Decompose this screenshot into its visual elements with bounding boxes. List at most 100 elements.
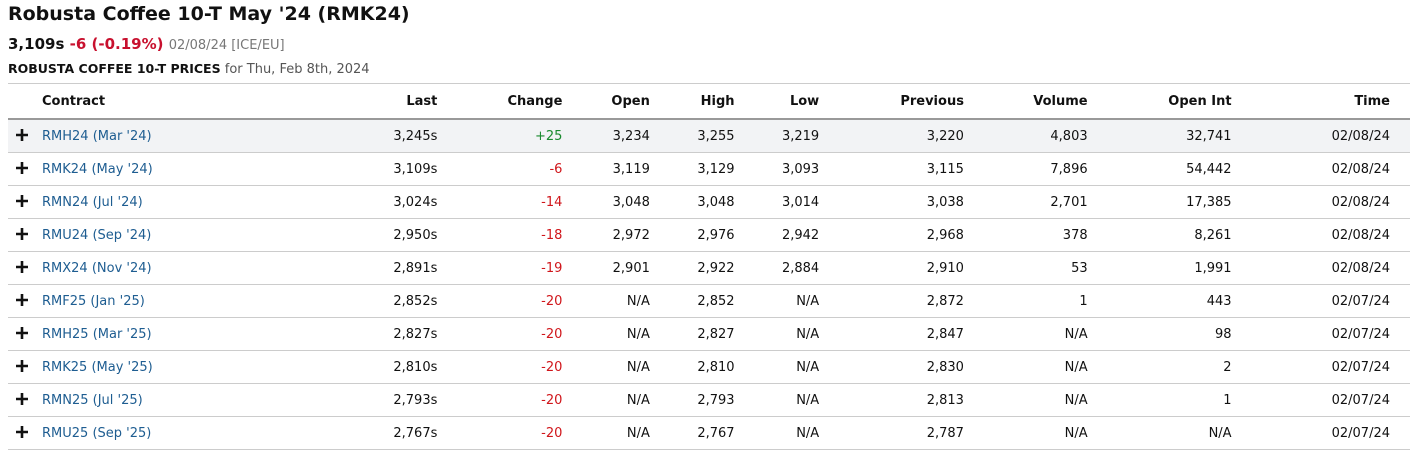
cell: N/A: [963, 383, 1088, 417]
cell-value: N/A: [626, 425, 650, 441]
cell: 378: [963, 218, 1088, 252]
cell: 1: [963, 284, 1088, 318]
change-value: -19: [541, 260, 563, 276]
cell: 3,219: [734, 119, 820, 153]
contract-row: RMX24 (Nov '24) 2,891s -19 2,901 2,922 2,884 2…: [8, 251, 1410, 285]
cell: 3,115: [819, 152, 964, 186]
cell: 2,872: [819, 284, 964, 318]
cell: RMX24 (Nov '24): [8, 251, 338, 285]
contract-row: RMH25 (Mar '25) 2,827s -20 N/A 2,827 N/A 2,847…: [8, 317, 1410, 351]
cell: 2,891s: [337, 251, 438, 285]
subtitle-date: for Thu, Feb 8th, 2024: [224, 62, 370, 77]
cell-value: 7,896: [1050, 161, 1088, 177]
prices-table: Contract Last Change Open High Low Previous Vol…: [8, 83, 1410, 450]
expand-icon[interactable]: [16, 392, 28, 405]
expand-icon[interactable]: [16, 326, 28, 339]
change-value: -20: [541, 425, 563, 441]
cell-value: 3,245s: [393, 128, 438, 144]
cell-value: 1,991: [1194, 260, 1232, 276]
contract-link[interactable]: RMU24 (Sep '24): [42, 227, 152, 243]
cell: 2,910: [819, 251, 964, 285]
contract-row: RMK24 (May '24) 3,109s -6 3,119 3,129 3,093 3,…: [8, 152, 1410, 186]
cell-value: 02/08/24: [1331, 227, 1390, 243]
cell: 02/08/24: [1231, 152, 1410, 186]
expand-icon[interactable]: [16, 425, 28, 438]
header-row: Contract Last Change Open High Low Previous Vol…: [8, 83, 1410, 120]
cell: 3,245s: [337, 119, 438, 153]
cell: N/A: [734, 416, 820, 450]
cell: N/A: [562, 350, 650, 384]
contract-link[interactable]: RMN24 (Jul '24): [42, 194, 143, 210]
cell: 3,093: [734, 152, 820, 186]
cell: N/A: [734, 317, 820, 351]
cell: N/A: [562, 284, 650, 318]
cell: 2,884: [734, 251, 820, 285]
contract-link[interactable]: RMK25 (May '25): [42, 359, 153, 375]
cell-value: 3,038: [926, 194, 964, 210]
contract-link[interactable]: RMK24 (May '24): [42, 161, 153, 177]
expand-icon[interactable]: [16, 293, 28, 306]
cell-value: 1: [1223, 392, 1232, 408]
cell: 2,852: [649, 284, 735, 318]
contract-link[interactable]: RMN25 (Jul '25): [42, 392, 143, 408]
cell-value: 3,115: [926, 161, 964, 177]
cell: 02/08/24: [1231, 251, 1410, 285]
contract-row: RMH24 (Mar '24) 3,245s +25 3,234 3,255 3,219 3…: [8, 119, 1410, 153]
cell: RMH25 (Mar '25): [8, 317, 338, 351]
cell-value: 3,093: [781, 161, 820, 177]
cell-value: N/A: [1064, 392, 1088, 408]
cell-value: 2,968: [926, 227, 964, 243]
cell: 53: [963, 251, 1088, 285]
cell: 2,847: [819, 317, 964, 351]
cell-value: 2,910: [926, 260, 964, 276]
cell-value: 3,119: [612, 161, 650, 177]
expand-icon[interactable]: [16, 194, 28, 207]
cell-value: 2,872: [926, 293, 964, 309]
table-body: RMH24 (Mar '24) 3,245s +25 3,234 3,255 3,219 3…: [8, 119, 1410, 450]
cell-value: 2,793: [697, 392, 735, 408]
cell-value: 98: [1215, 326, 1232, 342]
cell-value: N/A: [626, 326, 650, 342]
cell-value: 1: [1079, 293, 1088, 309]
expand-icon[interactable]: [16, 260, 28, 273]
cell: -6: [437, 152, 563, 186]
expand-icon[interactable]: [16, 227, 28, 240]
cell-value: 02/08/24: [1331, 194, 1390, 210]
cell: -19: [437, 251, 563, 285]
contract-link[interactable]: RMX24 (Nov '24): [42, 260, 152, 276]
cell: 1,991: [1087, 251, 1232, 285]
cell-value: 3,109s: [393, 161, 438, 177]
cell: 2,793: [649, 383, 735, 417]
cell-value: N/A: [1064, 326, 1088, 342]
cell-value: N/A: [626, 293, 650, 309]
cell-value: 17,385: [1186, 194, 1232, 210]
change-value: +25: [534, 128, 563, 144]
cell: 4,803: [963, 119, 1088, 153]
cell-value: 53: [1071, 260, 1088, 276]
expand-icon[interactable]: [16, 161, 28, 174]
cell: 17,385: [1087, 185, 1232, 219]
cell: 2,810: [649, 350, 735, 384]
cell: RMN25 (Jul '25): [8, 383, 338, 417]
last-price: 3,109s: [8, 35, 65, 53]
cell: 443: [1087, 284, 1232, 318]
cell: 2,813: [819, 383, 964, 417]
contract-link[interactable]: RMH25 (Mar '25): [42, 326, 152, 342]
contract-link[interactable]: RMH24 (Mar '24): [42, 128, 152, 144]
cell: 3,024s: [337, 185, 438, 219]
change-value: -6: [549, 161, 563, 177]
cell: 2,701: [963, 185, 1088, 219]
cell: RMK24 (May '24): [8, 152, 338, 186]
cell-value: N/A: [1064, 425, 1088, 441]
cell: 2,767: [649, 416, 735, 450]
quote-line: 3,109s -6 (-0.19%) 02/08/24 [ICE/EU]: [8, 35, 285, 53]
expand-icon[interactable]: [16, 128, 28, 141]
contract-link[interactable]: RMF25 (Jan '25): [42, 293, 145, 309]
column-header: Last: [337, 83, 438, 120]
cell: RMF25 (Jan '25): [8, 284, 338, 318]
cell: 3,109s: [337, 152, 438, 186]
cell-value: 2,767s: [393, 425, 438, 441]
contract-link[interactable]: RMU25 (Sep '25): [42, 425, 152, 441]
expand-icon[interactable]: [16, 359, 28, 372]
cell: 02/07/24: [1231, 350, 1410, 384]
